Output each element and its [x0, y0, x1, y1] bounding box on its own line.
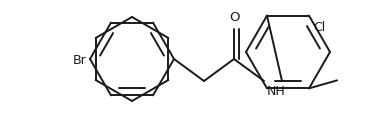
- Text: NH: NH: [267, 84, 286, 97]
- Text: Br: Br: [72, 53, 86, 66]
- Text: Cl: Cl: [313, 20, 325, 33]
- Text: O: O: [229, 11, 239, 24]
